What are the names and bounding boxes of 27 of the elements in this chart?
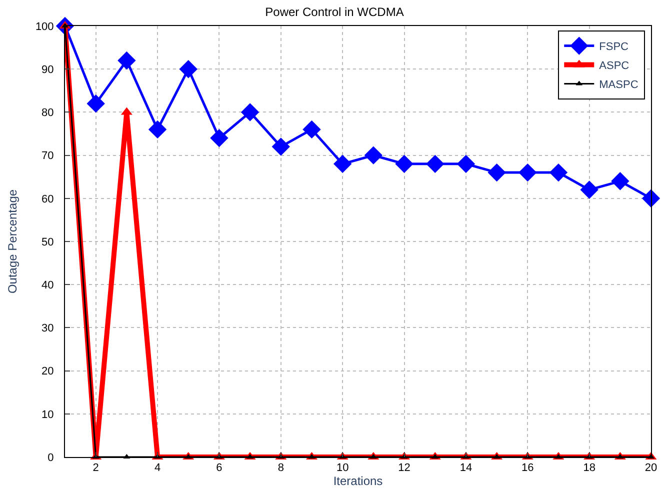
y-tick-label: 100 (35, 20, 54, 33)
chart-title: Power Control in WCDMA (265, 4, 404, 19)
x-tick-label: 14 (460, 462, 472, 474)
x-tick-label: 20 (644, 462, 658, 474)
legend-label: MASPC (599, 79, 638, 92)
legend-label: FSPC (599, 41, 629, 54)
y-tick-label: 80 (42, 107, 54, 120)
x-tick-label: 10 (336, 462, 349, 474)
y-tick-label: 50 (42, 236, 54, 248)
x-tick-label: 16 (522, 462, 534, 474)
y-tick-label: 90 (42, 64, 54, 76)
y-tick-label: 70 (42, 150, 54, 162)
x-tick-label: 18 (583, 462, 596, 474)
y-tick-label: 40 (42, 279, 54, 292)
y-tick-label: 10 (42, 408, 54, 421)
x-tick-label: 12 (398, 462, 410, 474)
y-axis-title: Outage Percentage (6, 189, 20, 294)
x-axis-title: Iterations (333, 474, 383, 488)
x-tick-label: 8 (278, 462, 284, 474)
x-tick-label: 6 (216, 462, 222, 474)
x-tick-label: 4 (154, 462, 161, 474)
y-tick-label: 20 (42, 366, 54, 378)
legend-label: ASPC (599, 60, 630, 72)
y-tick-label: 60 (42, 193, 54, 206)
y-tick-label: 0 (48, 452, 54, 464)
y-tick-label: 30 (42, 322, 54, 335)
x-tick-label: 2 (92, 462, 99, 474)
